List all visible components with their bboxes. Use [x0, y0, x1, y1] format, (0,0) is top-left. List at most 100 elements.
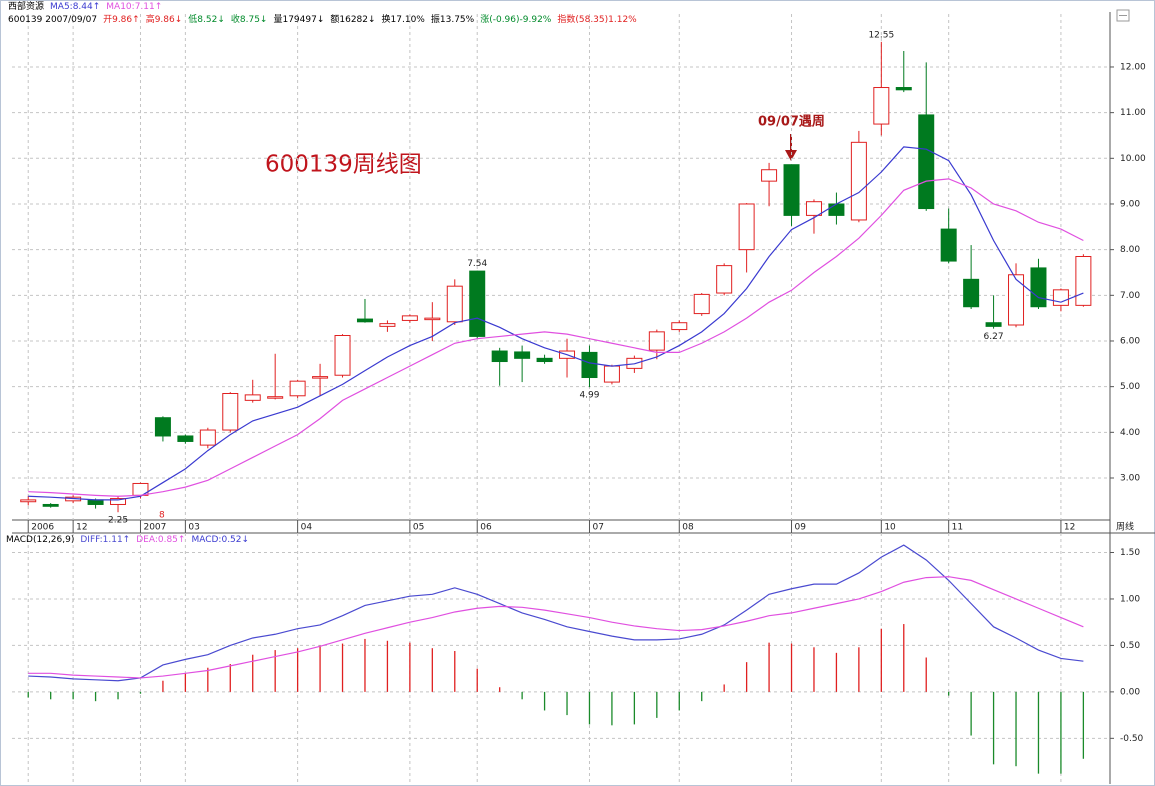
- candle-body: [1008, 274, 1025, 326]
- x-tick-label: 09: [795, 523, 807, 533]
- candle-body: [199, 429, 216, 446]
- y-tick-label: 8.00: [1120, 245, 1140, 255]
- x-tick-label: 05: [413, 523, 424, 533]
- price-label: 12.55: [868, 30, 894, 40]
- y-tick-label: 0.50: [1120, 641, 1140, 651]
- x-tick-label: 10: [884, 523, 896, 533]
- candle-body: [738, 203, 755, 251]
- y-tick-label: 6.00: [1120, 336, 1140, 346]
- x-tick-label: 12: [76, 523, 87, 533]
- candle-body: [761, 169, 778, 182]
- y-tick-label: 4.00: [1120, 428, 1140, 438]
- x-tick-label: 06: [480, 523, 492, 533]
- candle-body: [87, 499, 104, 505]
- info-field: 指数(58.35)1.12%: [557, 15, 637, 25]
- legend-entry: DEA:0.85↑: [136, 535, 186, 545]
- y-tick-label: 7.00: [1120, 291, 1140, 301]
- candle-body: [1052, 289, 1069, 306]
- candle-body: [985, 322, 1002, 327]
- candle-body: [514, 351, 531, 359]
- x-tick-label: 2007: [143, 523, 166, 533]
- x-axis-label: 周线: [1116, 521, 1134, 533]
- candle-body: [648, 331, 665, 351]
- info-field: 收8.75↓: [230, 15, 268, 25]
- y-tick-label: 1.50: [1120, 548, 1140, 558]
- candle-body: [244, 394, 261, 401]
- price-label: 2.25: [108, 516, 128, 526]
- candle-body: [873, 87, 890, 125]
- candle-body: [289, 380, 306, 397]
- candle-body: [581, 351, 598, 379]
- candle-body: [963, 278, 980, 308]
- info-field: 振13.75%: [430, 15, 475, 25]
- info-field: 低8.52↓: [188, 15, 225, 25]
- candle-body: [20, 499, 37, 503]
- x-tick-label: 07: [592, 523, 603, 533]
- line-series: [28, 146, 1084, 501]
- y-tick-label: 5.00: [1120, 382, 1140, 392]
- candle-body: [177, 435, 194, 442]
- macd-header: MACD(12,26,9) DIFF:1.11↑ DEA:0.85↑ MACD:0.5…: [6, 535, 249, 546]
- y-tick-label: 3.00: [1120, 473, 1140, 483]
- candle-body: [424, 317, 441, 321]
- candle-body: [154, 417, 171, 437]
- line-series: [28, 178, 1084, 497]
- candle-body: [312, 376, 329, 379]
- candle-body: [446, 285, 463, 323]
- candle-body: [1075, 255, 1092, 306]
- price-label: 6.27: [984, 332, 1004, 342]
- legend-entry: MA10:7.11↑: [106, 2, 163, 12]
- candle-body: [603, 365, 620, 383]
- info-field: 换17.10%: [381, 15, 425, 25]
- candle-body: [940, 228, 957, 262]
- y-tick-label: 1.00: [1120, 594, 1140, 604]
- candle-body: [918, 114, 935, 210]
- candle-body: [42, 503, 59, 507]
- line-series: [28, 576, 1084, 679]
- x-tick-label: 04: [301, 523, 313, 533]
- candle-body: [401, 315, 418, 321]
- y-tick-label: 9.00: [1120, 199, 1140, 209]
- candle-body: [1030, 267, 1047, 308]
- candle-body: [356, 318, 373, 323]
- y-tick-label: 10.00: [1120, 154, 1146, 164]
- candle-body: [850, 141, 867, 221]
- panel-icon[interactable]: [1116, 9, 1130, 22]
- x-tick-label: 08: [682, 523, 694, 533]
- candle-body: [693, 293, 710, 315]
- stock-name: 西部资源: [8, 2, 45, 12]
- x-tick-label: 11: [952, 523, 963, 533]
- header-legend: 西部资源 MA5:8.44↑ MA10:7.11↑: [8, 2, 162, 13]
- candle-body: [491, 350, 508, 363]
- x-tick-label: 12: [1064, 523, 1075, 533]
- info-field: 量179497↓: [273, 15, 325, 25]
- price-label: 4.99: [579, 391, 599, 401]
- legend-entry: MA5:8.44↑: [50, 2, 101, 12]
- info-field: 开9.86↑: [103, 15, 140, 25]
- candle-body: [222, 393, 239, 431]
- header-info: 600139 2007/09/07 开9.86↑ 高9.86↓ 低8.52↓ 收8.75…: [8, 15, 637, 26]
- y-tick-label: 0.00: [1120, 687, 1140, 697]
- y-tick-label: 12.00: [1120, 62, 1146, 72]
- y-tick-label: 11.00: [1120, 108, 1146, 118]
- candle-body: [671, 322, 688, 331]
- legend-entry: MACD:0.52↓: [191, 535, 250, 545]
- info-field: 高9.86↓: [145, 15, 183, 25]
- x-tick-label: 03: [188, 523, 199, 533]
- marker-label: 8: [159, 511, 165, 521]
- candle-body: [716, 265, 733, 294]
- candle-body: [783, 164, 800, 216]
- legend-entry: DIFF:1.11↑: [80, 535, 131, 545]
- candle-body: [895, 87, 912, 91]
- candle-body: [110, 498, 127, 505]
- y-tick-label: -0.50: [1120, 734, 1144, 744]
- candle-body: [469, 270, 486, 337]
- panel-title: MACD(12,26,9): [6, 535, 75, 545]
- candle-body: [805, 201, 822, 216]
- candle-body: [536, 357, 553, 363]
- info-field: 涨(-0.96)-9.92%: [480, 15, 552, 25]
- candle-body: [828, 203, 845, 216]
- chart-title: 600139周线图: [265, 152, 422, 178]
